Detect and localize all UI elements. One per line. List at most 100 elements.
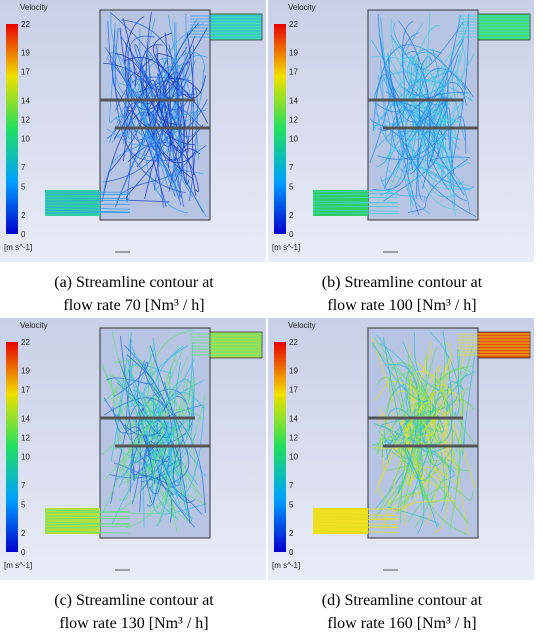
streamline <box>137 388 190 437</box>
outlet-duct <box>477 331 531 359</box>
streamline <box>419 53 463 123</box>
streamline <box>407 486 474 523</box>
duct-streamline <box>44 511 131 514</box>
streamline <box>411 66 460 140</box>
streamline <box>124 16 196 110</box>
streamline <box>153 402 189 516</box>
caption-line: (c) Streamline contour at <box>54 592 214 609</box>
colorbar-tick-label: 10 <box>21 453 30 462</box>
duct-streamline <box>312 526 399 529</box>
colorbar-tick-label: 5 <box>289 500 294 509</box>
streamline <box>111 330 144 468</box>
streamline <box>113 79 184 152</box>
streamline <box>413 332 453 497</box>
colorbar-tick-label: 19 <box>289 367 298 376</box>
streamline <box>382 408 429 458</box>
streamline <box>108 58 200 161</box>
colorbar-tick-label: 19 <box>289 49 298 58</box>
caption-line: flow rate 130 [Nm³ / h] <box>59 615 208 632</box>
streamline <box>147 140 207 183</box>
panel: Velocity 0 2 5 7 10 12 14 17 19 22 [m s^-1] <box>268 318 534 580</box>
streamline <box>155 53 173 168</box>
streamline <box>399 372 442 445</box>
colorbar-tick-label: 7 <box>289 163 294 172</box>
streamline <box>186 33 195 175</box>
streamline <box>401 95 455 170</box>
duct-streamline <box>44 209 131 213</box>
streamline <box>120 62 164 151</box>
streamline <box>422 107 455 189</box>
inlet-duct <box>45 508 100 534</box>
streamline <box>123 104 188 214</box>
streamline <box>387 364 420 494</box>
colorbar-tick-label: 2 <box>21 529 26 538</box>
streamline <box>173 91 180 188</box>
streamline <box>417 93 450 201</box>
colorbar-unit: [m s^-1] <box>4 561 32 570</box>
streamline <box>418 346 447 503</box>
streamline <box>370 39 460 150</box>
streamline <box>386 55 426 181</box>
streamline <box>138 95 173 147</box>
panel: Velocity 0 2 5 7 10 12 14 17 19 22 [m s^-1] <box>0 0 266 262</box>
streamline <box>384 12 431 200</box>
streamline <box>129 436 141 505</box>
streamline <box>385 330 453 445</box>
duct-streamline <box>312 209 399 212</box>
streamline <box>406 420 476 498</box>
colorbar-tick-label: 2 <box>289 211 294 220</box>
streamline <box>105 47 189 151</box>
colorbar-tick-label: 5 <box>21 500 26 509</box>
colorbar-tick-label: 10 <box>21 135 30 144</box>
streamline <box>145 12 197 164</box>
streamline <box>382 336 438 482</box>
streamline <box>396 135 458 210</box>
streamline <box>429 331 460 416</box>
colorbar <box>274 342 286 552</box>
streamline <box>113 358 146 435</box>
streamline <box>125 105 167 207</box>
duct-streamline <box>44 518 131 520</box>
streamline <box>462 352 476 457</box>
colorbar-tick-label: 12 <box>21 433 30 442</box>
colorbar-tick-label: 22 <box>289 338 298 347</box>
streamline <box>130 434 203 515</box>
caption-line: (a) Streamline contour at <box>54 274 214 291</box>
duct-streamline <box>44 530 131 534</box>
colorbar-unit: [m s^-1] <box>272 243 300 252</box>
streamline <box>123 379 193 483</box>
duct-streamline <box>312 521 399 526</box>
colorbar-tick-label: 0 <box>21 230 26 239</box>
streamline <box>414 136 455 208</box>
streamline <box>410 70 474 102</box>
streamline <box>102 367 146 417</box>
streamline <box>388 48 444 141</box>
streamline <box>140 44 195 146</box>
streamline <box>157 377 196 525</box>
duct-streamline <box>312 201 399 205</box>
colorbar-tick-label: 5 <box>289 182 294 191</box>
streamline <box>167 13 207 123</box>
streamline <box>110 397 203 499</box>
streamline <box>374 390 446 494</box>
duct-streamline <box>44 194 131 196</box>
streamline <box>112 30 141 147</box>
streamline <box>380 135 471 187</box>
streamline <box>375 74 392 168</box>
colorbar-tick-label: 0 <box>289 548 294 557</box>
duct-streamline <box>312 515 399 520</box>
streamline <box>380 60 434 143</box>
colorbar-tick-label: 14 <box>21 414 30 423</box>
colorbar-title: Velocity <box>20 321 48 330</box>
streamline <box>153 32 208 124</box>
duct-streamline <box>312 189 399 193</box>
duct-streamline <box>44 200 131 202</box>
duct-streamline <box>312 192 399 196</box>
colorbar-tick-label: 12 <box>289 115 298 124</box>
duct-streamline <box>312 518 399 521</box>
streamline <box>109 61 146 142</box>
colorbar-tick-label: 22 <box>21 338 30 347</box>
streamline <box>421 22 464 71</box>
duct-streamline <box>312 206 399 208</box>
